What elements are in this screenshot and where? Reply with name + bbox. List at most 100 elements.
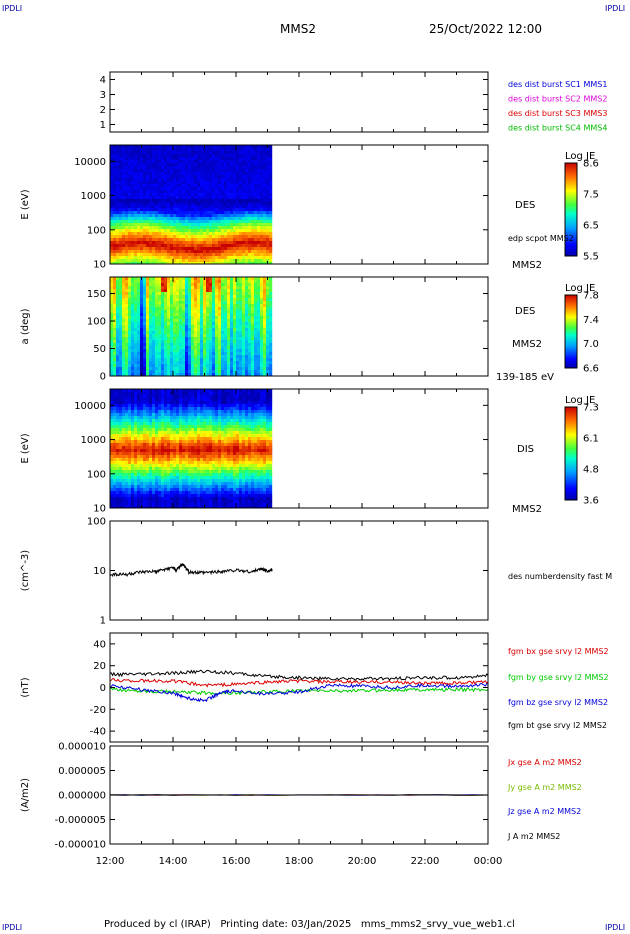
heatmap-cell — [233, 322, 236, 325]
heatmap-cell — [203, 208, 206, 211]
heatmap-cell — [215, 172, 218, 175]
heatmap-cell — [152, 470, 155, 473]
heatmap-cell — [149, 349, 152, 352]
heatmap-cell — [218, 298, 221, 301]
heatmap-cell — [137, 286, 140, 289]
heatmap-cell — [155, 346, 158, 349]
heatmap-cell — [218, 322, 221, 325]
heatmap-cell — [113, 286, 116, 289]
heatmap-cell — [128, 364, 131, 367]
heatmap-cell — [263, 313, 266, 316]
heatmap-cell — [206, 319, 209, 322]
heatmap-cell — [239, 313, 242, 316]
heatmap-cell — [215, 181, 218, 184]
heatmap-cell — [269, 373, 272, 376]
heatmap-cell — [209, 172, 212, 175]
heatmap-cell — [239, 187, 242, 190]
heatmap-cell — [266, 157, 269, 160]
heatmap-cell — [203, 292, 206, 295]
heatmap-cell — [152, 343, 155, 346]
heatmap-cell — [164, 190, 167, 193]
heatmap-cell — [245, 370, 248, 373]
heatmap-cell — [143, 440, 146, 443]
heatmap-cell — [254, 190, 257, 193]
heatmap-cell — [224, 313, 227, 316]
heatmap-cell — [251, 199, 254, 202]
heatmap-cell — [152, 292, 155, 295]
heatmap-cell — [158, 473, 161, 476]
heatmap-cell — [116, 485, 119, 488]
heatmap-cell — [155, 331, 158, 334]
heatmap-cell — [266, 334, 269, 337]
heatmap-cell — [260, 175, 263, 178]
heatmap-cell — [134, 238, 137, 241]
heatmap-cell — [191, 190, 194, 193]
heatmap-cell — [185, 346, 188, 349]
heatmap-cell — [116, 506, 119, 508]
heatmap-cell — [128, 292, 131, 295]
heatmap-cell — [122, 431, 125, 434]
heatmap-cell — [170, 416, 173, 419]
heatmap-cell — [113, 491, 116, 494]
heatmap-cell — [194, 190, 197, 193]
heatmap-cell — [113, 289, 116, 292]
heatmap-cell — [125, 346, 128, 349]
heatmap-cell — [137, 310, 140, 313]
heatmap-cell — [161, 506, 164, 508]
heatmap-cell — [185, 217, 188, 220]
heatmap-cell — [140, 313, 143, 316]
heatmap-cell — [245, 289, 248, 292]
heatmap-cell — [197, 307, 200, 310]
heatmap-cell — [131, 238, 134, 241]
heatmap-cell — [182, 229, 185, 232]
heatmap-cell — [209, 349, 212, 352]
heatmap-cell — [218, 154, 221, 157]
heatmap-cell — [236, 190, 239, 193]
heatmap-cell — [140, 280, 143, 283]
heatmap-cell — [251, 151, 254, 154]
heatmap-cell — [239, 316, 242, 319]
heatmap-cell — [161, 220, 164, 223]
heatmap-cell — [254, 289, 257, 292]
heatmap-cell — [224, 238, 227, 241]
heatmap-cell — [260, 241, 263, 244]
heatmap-cell — [209, 340, 212, 343]
heatmap-cell — [173, 358, 176, 361]
heatmap-cell — [248, 193, 251, 196]
heatmap-cell — [116, 187, 119, 190]
heatmap-cell — [161, 166, 164, 169]
heatmap-cell — [110, 449, 113, 452]
heatmap-cell — [233, 259, 236, 262]
heatmap-cell — [215, 160, 218, 163]
heatmap-cell — [254, 343, 257, 346]
heatmap-cell — [149, 196, 152, 199]
heatmap-cell — [149, 428, 152, 431]
heatmap-cell — [170, 410, 173, 413]
heatmap-cell — [254, 205, 257, 208]
heatmap-cell — [191, 157, 194, 160]
heatmap-cell — [248, 223, 251, 226]
heatmap-cell — [197, 346, 200, 349]
heatmap-cell — [227, 304, 230, 307]
heatmap-cell — [164, 250, 167, 253]
heatmap-cell — [215, 355, 218, 358]
heatmap-cell — [263, 175, 266, 178]
heatmap-cell — [143, 238, 146, 241]
heatmap-cell — [200, 187, 203, 190]
heatmap-cell — [167, 479, 170, 482]
heatmap-cell — [263, 292, 266, 295]
heatmap-cell — [254, 364, 257, 367]
heatmap-cell — [236, 346, 239, 349]
heatmap-cell — [266, 352, 269, 355]
heatmap-cell — [113, 211, 116, 214]
heatmap-cell — [137, 235, 140, 238]
heatmap-cell — [227, 148, 230, 151]
heatmap-cell — [137, 256, 140, 259]
heatmap-cell — [149, 392, 152, 395]
heatmap-cell — [116, 337, 119, 340]
heatmap-cell — [140, 178, 143, 181]
heatmap-cell — [158, 485, 161, 488]
heatmap-cell — [119, 166, 122, 169]
heatmap-cell — [221, 166, 224, 169]
heatmap-cell — [128, 235, 131, 238]
